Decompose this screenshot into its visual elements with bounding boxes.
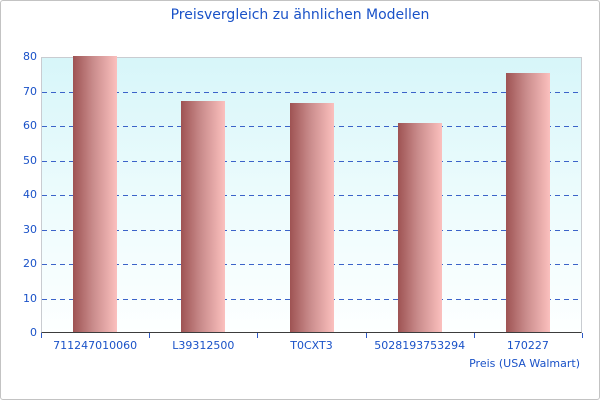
gridline: [42, 91, 581, 93]
chart-title: Preisvergleich zu ähnlichen Modellen: [170, 7, 430, 23]
x-axis-tick: [365, 333, 367, 338]
y-axis-label: 10: [23, 291, 37, 305]
plot-area: [41, 56, 582, 333]
y-axis-label: 80: [23, 50, 37, 63]
bar: [181, 101, 226, 332]
x-axis-tick: [257, 333, 259, 338]
x-axis-label: 711247010060: [53, 339, 138, 352]
x-axis-label: 170227: [506, 339, 549, 352]
x-axis-tick: [473, 333, 475, 338]
y-axis-label: 70: [23, 84, 37, 98]
y-axis-label: 40: [23, 188, 37, 201]
bar: [289, 103, 334, 332]
bar: [505, 73, 550, 332]
y-axis-label: 60: [23, 119, 37, 132]
x-axis-label: T0CXT3: [290, 339, 333, 352]
bar: [397, 123, 442, 332]
x-axis-label: 5028193753294: [374, 339, 466, 352]
x-axis-tick: [41, 333, 42, 338]
y-axis-label: 20: [23, 257, 37, 270]
x-axis-title: Preis (USA Walmart): [469, 357, 580, 370]
y-axis-label: 0: [30, 326, 37, 339]
bar: [73, 56, 118, 332]
x-axis-label: L39312500: [172, 339, 235, 352]
x-axis-tick: [149, 333, 151, 338]
x-axis-tick: [582, 333, 583, 338]
y-axis-label: 50: [23, 153, 37, 167]
y-axis-label: 30: [23, 222, 37, 236]
